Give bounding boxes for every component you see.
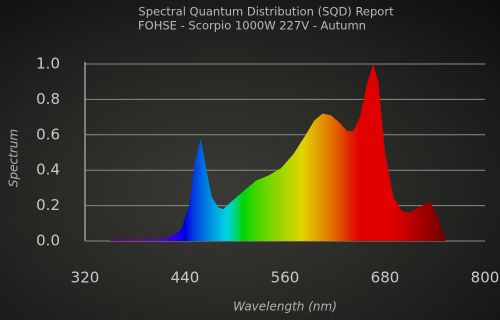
x-tick-label: 560 [271,269,300,287]
x-tick-label: 680 [371,269,400,287]
x-tick-label: 800 [471,269,500,287]
y-tick-label: 0.0 [36,232,60,250]
chart-subtitle: FOHSE - Scorpio 1000W 227V - Autumn [138,19,366,33]
area [110,64,445,241]
x-tick-label: 320 [71,269,100,287]
chart-title: Spectral Quantum Distribution (SQD) Repo… [138,5,394,19]
y-tick-label: 0.2 [36,196,60,214]
y-tick-label: 0.6 [36,125,60,143]
x-axis-label: Wavelength (nm) [233,300,337,314]
y-tick-label: 1.0 [36,55,60,73]
y-tick-label: 0.4 [36,161,60,179]
y-tick-label: 0.8 [36,90,60,108]
x-tick-label: 440 [171,269,200,287]
y-axis-label: Spectrum [7,129,21,187]
